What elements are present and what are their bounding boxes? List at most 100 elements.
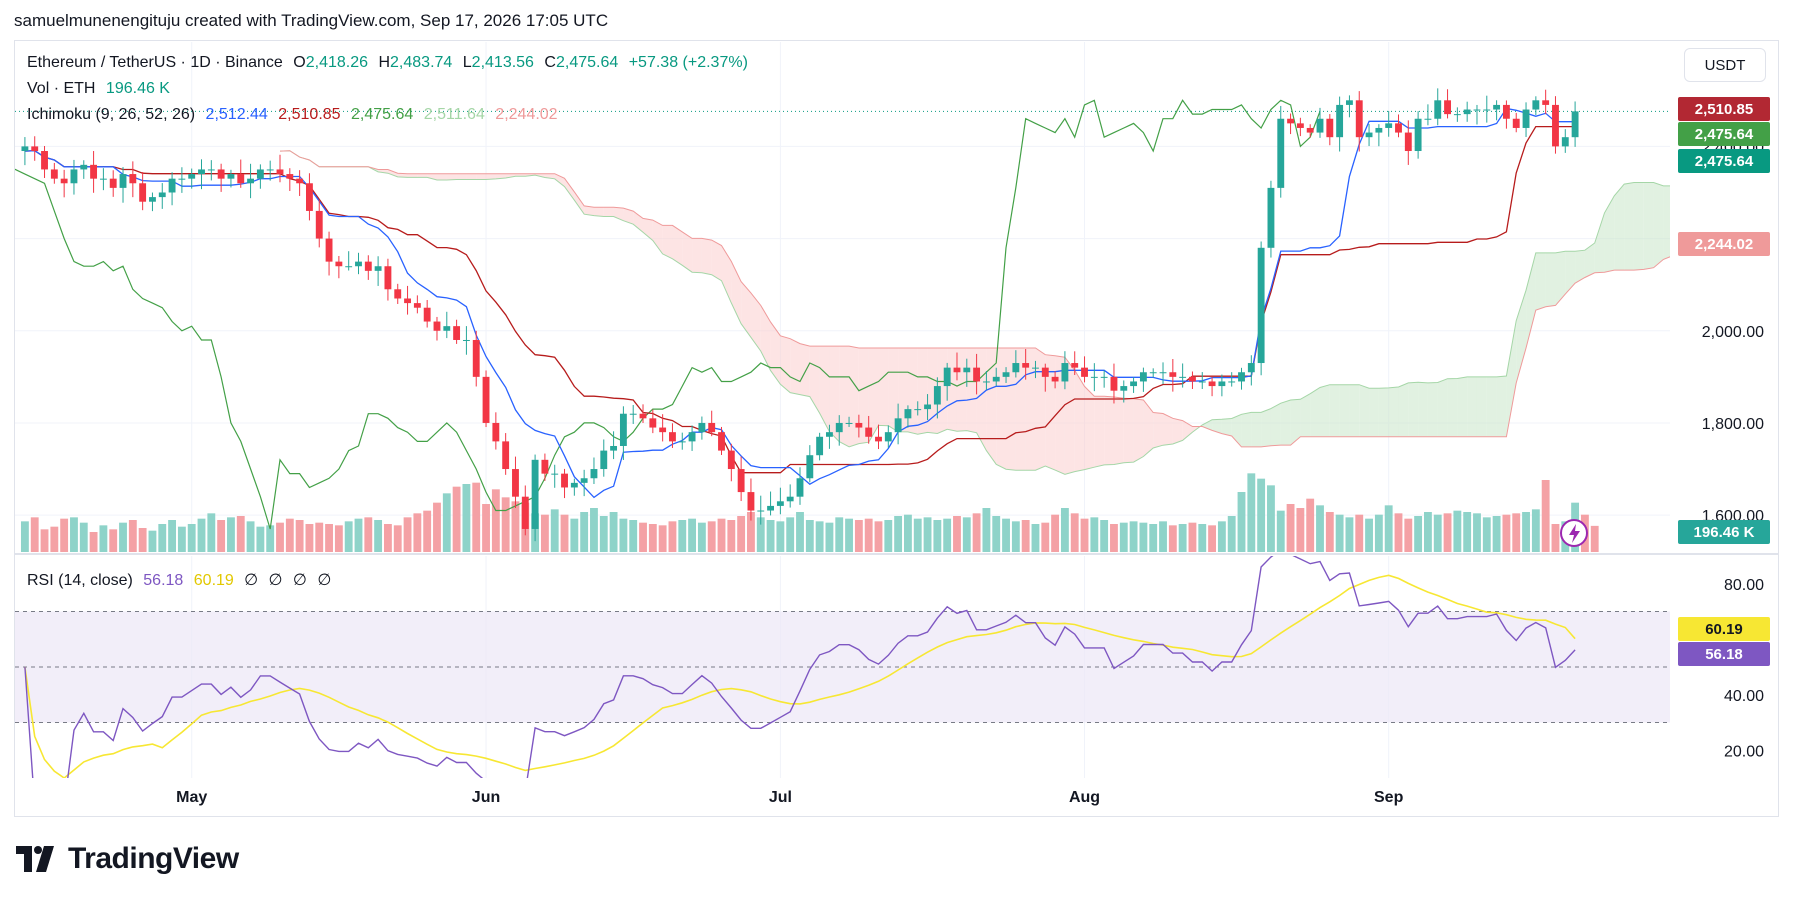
price-tag-base: 2,510.85: [1678, 97, 1770, 121]
cloud-segment: [682, 231, 693, 273]
volume-bar: [1512, 513, 1521, 552]
candle-body: [1090, 376, 1098, 378]
candle-body: [600, 450, 608, 470]
candle-body: [796, 478, 804, 497]
candle-body: [1473, 109, 1481, 111]
cloud-segment: [1339, 384, 1350, 437]
candle-body: [1493, 104, 1501, 110]
candle-body: [256, 169, 264, 179]
candle-body: [943, 367, 951, 387]
price-axis-label: 2,000.00: [1702, 324, 1764, 341]
volume-label[interactable]: Vol · ETH: [27, 80, 96, 97]
cloud-segment: [956, 347, 967, 432]
cloud-segment: [564, 178, 575, 201]
candle-body: [1552, 104, 1559, 147]
candle-body: [835, 422, 843, 433]
cloud-segment: [397, 173, 408, 178]
candle-body: [1424, 118, 1432, 120]
volume-bar: [992, 516, 1001, 552]
candle-body: [384, 266, 392, 290]
cloud-segment: [1025, 347, 1036, 471]
candle-body: [973, 367, 981, 382]
volume-bar: [187, 524, 196, 552]
cloud-segment: [672, 225, 683, 266]
volume-bar: [266, 525, 275, 552]
tradingview-logo[interactable]: TradingView: [16, 842, 239, 876]
volume-bar: [599, 516, 608, 552]
cloud-segment: [1045, 354, 1056, 471]
volume-bar: [962, 517, 971, 552]
ichimoku-label[interactable]: Ichimoku (9, 26, 52, 26): [27, 106, 196, 123]
volume-bar: [168, 520, 176, 552]
candle-body: [149, 197, 156, 202]
rsi-label[interactable]: RSI (14, close): [27, 572, 133, 589]
volume-bar: [344, 521, 353, 552]
cloud-segment: [1584, 242, 1595, 278]
volume-bar: [1227, 516, 1236, 552]
candle-body: [1296, 123, 1304, 128]
cloud-segment: [1123, 398, 1134, 463]
symbol-title[interactable]: Ethereum / TetherUS · 1D · Binance: [27, 54, 283, 71]
volume-bar: [1473, 513, 1481, 552]
cloud-segment: [662, 225, 673, 259]
rsi-ma-tag: 60.19: [1678, 617, 1770, 641]
cloud-segment: [1300, 393, 1311, 437]
candle-body: [933, 386, 941, 405]
volume-bar: [580, 512, 589, 552]
cloud-segment: [1280, 399, 1291, 446]
currency-unit-button[interactable]: USDT: [1684, 48, 1766, 82]
candle-body: [207, 169, 215, 171]
cloud-segment: [809, 346, 820, 414]
candle-body: [139, 183, 147, 202]
volume-bar: [1365, 518, 1373, 552]
candle-body: [109, 178, 117, 188]
volume-bar: [688, 518, 696, 552]
cloud-segment: [878, 347, 889, 426]
candle-body: [1404, 132, 1412, 152]
candle-body: [335, 261, 343, 267]
volume-bar: [354, 518, 363, 552]
candle-body: [306, 183, 313, 211]
candle-body: [374, 266, 382, 271]
volume-bar: [60, 518, 69, 552]
cloud-segment: [917, 347, 928, 435]
cloud-segment: [1359, 384, 1370, 437]
cloud-segment: [554, 173, 565, 187]
candle-body: [531, 459, 539, 529]
price-tag-last: 2,475.64: [1678, 149, 1770, 173]
volume-bar: [629, 520, 638, 552]
volume-bar: [1168, 525, 1177, 552]
volume-bar: [1296, 508, 1305, 552]
volume-bar: [148, 530, 157, 552]
candle-body: [767, 505, 774, 511]
cloud-segment: [1349, 384, 1360, 437]
candle-body: [1463, 109, 1471, 115]
cloud-segment: [1251, 412, 1262, 447]
candle-body: [1051, 376, 1059, 382]
candles[interactable]: [21, 88, 1579, 542]
cloud-segment: [1545, 252, 1556, 307]
cloud-segment: [996, 347, 1007, 470]
volume-bar: [1306, 498, 1315, 552]
candle-body: [413, 303, 421, 308]
volume-bar: [737, 516, 746, 552]
volume-bar: [1159, 521, 1167, 552]
candle-body: [1179, 376, 1187, 378]
cloud-segment: [1015, 347, 1026, 471]
volume-bar: [482, 504, 490, 552]
volume-bar: [413, 513, 422, 552]
candle-body: [60, 178, 68, 184]
volume-bar: [423, 510, 432, 552]
cloud-segment: [1074, 370, 1085, 472]
volume-bar: [1257, 478, 1266, 552]
candle-body: [786, 496, 794, 502]
high-value: 2,483.74: [390, 54, 453, 71]
volume-bar: [845, 518, 853, 552]
alert-icon[interactable]: [1560, 519, 1588, 547]
candle-body: [1061, 363, 1069, 382]
candle-body: [1238, 372, 1245, 382]
time-axis-label: Sep: [1374, 789, 1404, 806]
candle-body: [629, 413, 637, 415]
volume-bar: [1502, 514, 1511, 552]
